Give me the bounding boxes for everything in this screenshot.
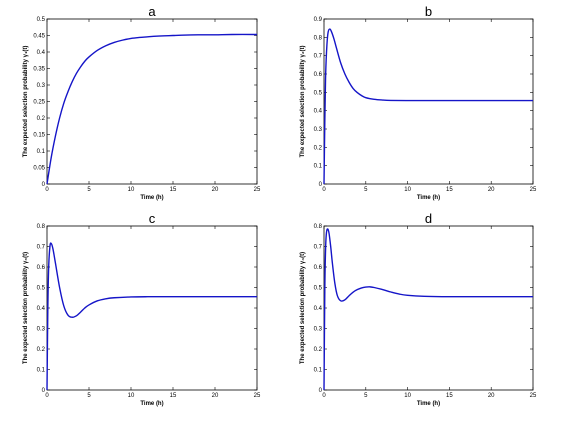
x-tick-label: 15 [170,187,177,193]
x-tick-label: 0 [45,393,49,399]
y-tick-label: 0.8 [314,35,323,41]
x-tick-label: 15 [446,393,453,399]
plot-title: c [149,211,156,226]
series-line-b-0 [323,28,533,185]
plot-title: a [148,4,156,19]
x-axis-label: Time (h) [417,195,440,201]
axes-frame [46,225,258,391]
y-tick-label: 0.6 [314,72,323,78]
axes-frame [46,18,258,185]
x-tick-label: 10 [404,187,411,193]
axes-frame [323,18,534,185]
x-tick-label: 25 [530,393,537,399]
y-tick-label: 0.05 [33,166,45,172]
y-axis-label: The expected selection probability γ₃(t) [23,252,29,364]
y-tick-label: 0.8 [314,224,323,230]
x-tick-label: 20 [212,393,219,399]
y-tick-label: 0.5 [314,286,323,292]
y-tick-label: 0.15 [33,133,45,139]
y-tick-label: 0.2 [37,347,46,353]
plot-panel-b: 0 5 10 15 20 25 0 0.1 0.2 0.3 0.4 0.5 0.6 0.7 0.8 0.9 b T… [300,4,537,201]
y-tick-label: 0.8 [37,224,46,230]
y-tick-label: 0.7 [314,245,323,251]
x-tick-label: 5 [87,393,91,399]
x-axis-label: Time (h) [140,195,163,201]
y-tick-label: 0.5 [37,17,46,23]
y-tick-label: 0 [42,388,46,394]
axes-frame [323,225,534,391]
x-tick-label: 20 [488,187,495,193]
y-tick-label: 0.1 [37,149,46,155]
y-tick-label: 0.5 [37,286,46,292]
x-tick-label: 5 [364,187,368,193]
x-tick-label: 25 [530,187,537,193]
y-tick-label: 0.7 [37,245,46,251]
plot-title: b [425,4,432,19]
y-tick-label: 0.4 [314,109,323,115]
series-line-a-0 [46,33,258,185]
y-tick-label: 0.6 [37,265,46,271]
y-tick-label: 0.3 [314,127,323,133]
series-line-d-0 [323,228,533,391]
y-tick-label: 0 [319,182,323,188]
x-tick-label: 25 [254,393,261,399]
y-tick-label: 0.5 [314,90,323,96]
y-tick-label: 0.4 [37,50,46,56]
y-tick-label: 0.1 [314,368,323,374]
x-axis-label: Time (h) [417,401,440,407]
y-tick-label: 0.2 [314,347,323,353]
y-tick-label: 0.3 [37,83,46,89]
plot-panel-d: 0 5 10 15 20 25 0 0.1 0.2 0.3 0.4 0.5 0.6 0.7 0.8 d Time… [300,211,537,407]
x-axis-label: Time (h) [140,401,163,407]
x-tick-label: 0 [322,187,326,193]
y-tick-label: 0.4 [37,306,46,312]
y-tick-label: 0.3 [314,327,323,333]
y-tick-label: 0.1 [314,164,323,170]
y-axis-label: The expected selection probability γ₂(t) [300,45,306,157]
y-axis-label: The expected selection probability γ₄(t) [300,252,306,364]
plot-title: d [425,211,432,226]
x-tick-label: 15 [170,393,177,399]
x-tick-label: 20 [212,187,219,193]
y-tick-label: 0 [319,388,323,394]
y-axis-label: The expected selection probability γ₁(t) [23,46,29,158]
y-tick-label: 0.6 [314,265,323,271]
y-tick-label: 0.2 [37,116,46,122]
x-tick-label: 10 [128,187,135,193]
y-tick-label: 0.25 [33,100,45,106]
x-tick-label: 0 [45,187,49,193]
x-tick-label: 15 [446,187,453,193]
x-tick-label: 5 [364,393,368,399]
x-tick-label: 5 [87,187,91,193]
y-tick-label: 0 [42,182,46,188]
plot-panel-a: 0 5 10 15 20 25 0 0.05 0.1 0.15 0.2 0.25 0.3 0.35 0.4 0… [23,4,261,201]
y-tick-label: 0.7 [314,54,323,60]
y-tick-label: 0.45 [33,34,45,40]
series-line-c-0 [46,242,257,391]
y-tick-label: 0.3 [37,327,46,333]
y-tick-label: 0.9 [314,17,323,23]
x-tick-label: 0 [322,393,326,399]
plot-panel-c: 0 5 10 15 20 25 0 0.1 0.2 0.3 0.4 0.5 0.6 0.7 0.8 c Time… [23,211,261,407]
y-tick-label: 0.4 [314,306,323,312]
y-tick-label: 0.35 [33,67,45,73]
x-tick-label: 20 [488,393,495,399]
y-tick-label: 0.1 [37,368,46,374]
y-tick-label: 0.2 [314,145,323,151]
x-tick-label: 25 [254,187,261,193]
x-tick-label: 10 [404,393,411,399]
x-tick-label: 10 [128,393,135,399]
